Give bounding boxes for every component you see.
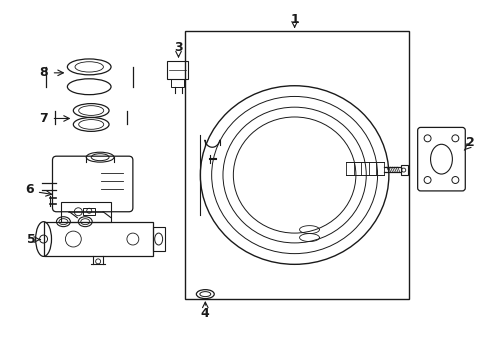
Text: 8: 8 [39,66,48,79]
Text: 3: 3 [174,41,183,54]
Bar [185,31,409,299]
Text: 6: 6 [25,184,34,197]
Text: 4: 4 [201,307,210,320]
Text: 5: 5 [27,233,36,246]
Text: 2: 2 [466,136,475,149]
Text: 1: 1 [290,13,299,26]
Bar [167,61,189,79]
Bar [401,165,408,175]
Text: 7: 7 [39,112,48,125]
Bar [44,222,153,256]
Bar [83,208,95,215]
Bar [171,79,184,87]
Bar [61,202,111,222]
Bar [153,227,165,251]
